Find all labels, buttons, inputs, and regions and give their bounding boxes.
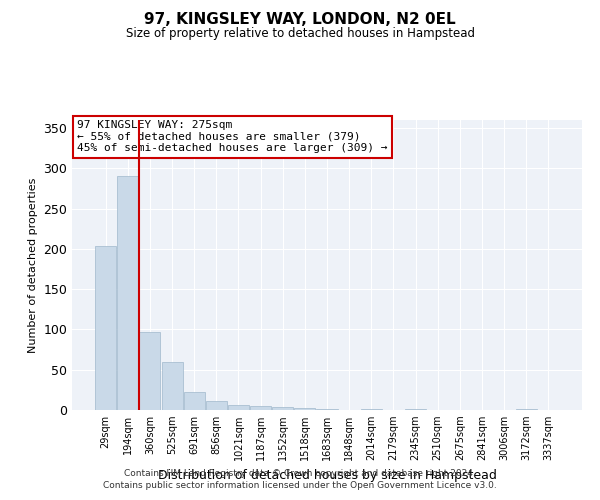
Bar: [272, 407, 293, 410]
Bar: [515, 409, 536, 410]
Bar: [250, 406, 271, 410]
Bar: [184, 392, 205, 410]
Text: Contains public sector information licensed under the Open Government Licence v3: Contains public sector information licen…: [103, 481, 497, 490]
Text: 97 KINGSLEY WAY: 275sqm
← 55% of detached houses are smaller (379)
45% of semi-d: 97 KINGSLEY WAY: 275sqm ← 55% of detache…: [77, 120, 388, 153]
Bar: [161, 362, 182, 410]
Bar: [295, 408, 316, 410]
X-axis label: Distribution of detached houses by size in Hampstead: Distribution of detached houses by size …: [158, 469, 496, 482]
Text: 97, KINGSLEY WAY, LONDON, N2 0EL: 97, KINGSLEY WAY, LONDON, N2 0EL: [144, 12, 456, 28]
Bar: [95, 246, 116, 410]
Bar: [139, 332, 160, 410]
Bar: [228, 405, 249, 410]
Bar: [118, 176, 139, 410]
Bar: [316, 409, 338, 410]
Bar: [361, 409, 382, 410]
Text: Contains HM Land Registry data © Crown copyright and database right 2024.: Contains HM Land Registry data © Crown c…: [124, 468, 476, 477]
Y-axis label: Number of detached properties: Number of detached properties: [28, 178, 38, 352]
Text: Size of property relative to detached houses in Hampstead: Size of property relative to detached ho…: [125, 28, 475, 40]
Bar: [206, 401, 227, 410]
Bar: [405, 409, 426, 410]
